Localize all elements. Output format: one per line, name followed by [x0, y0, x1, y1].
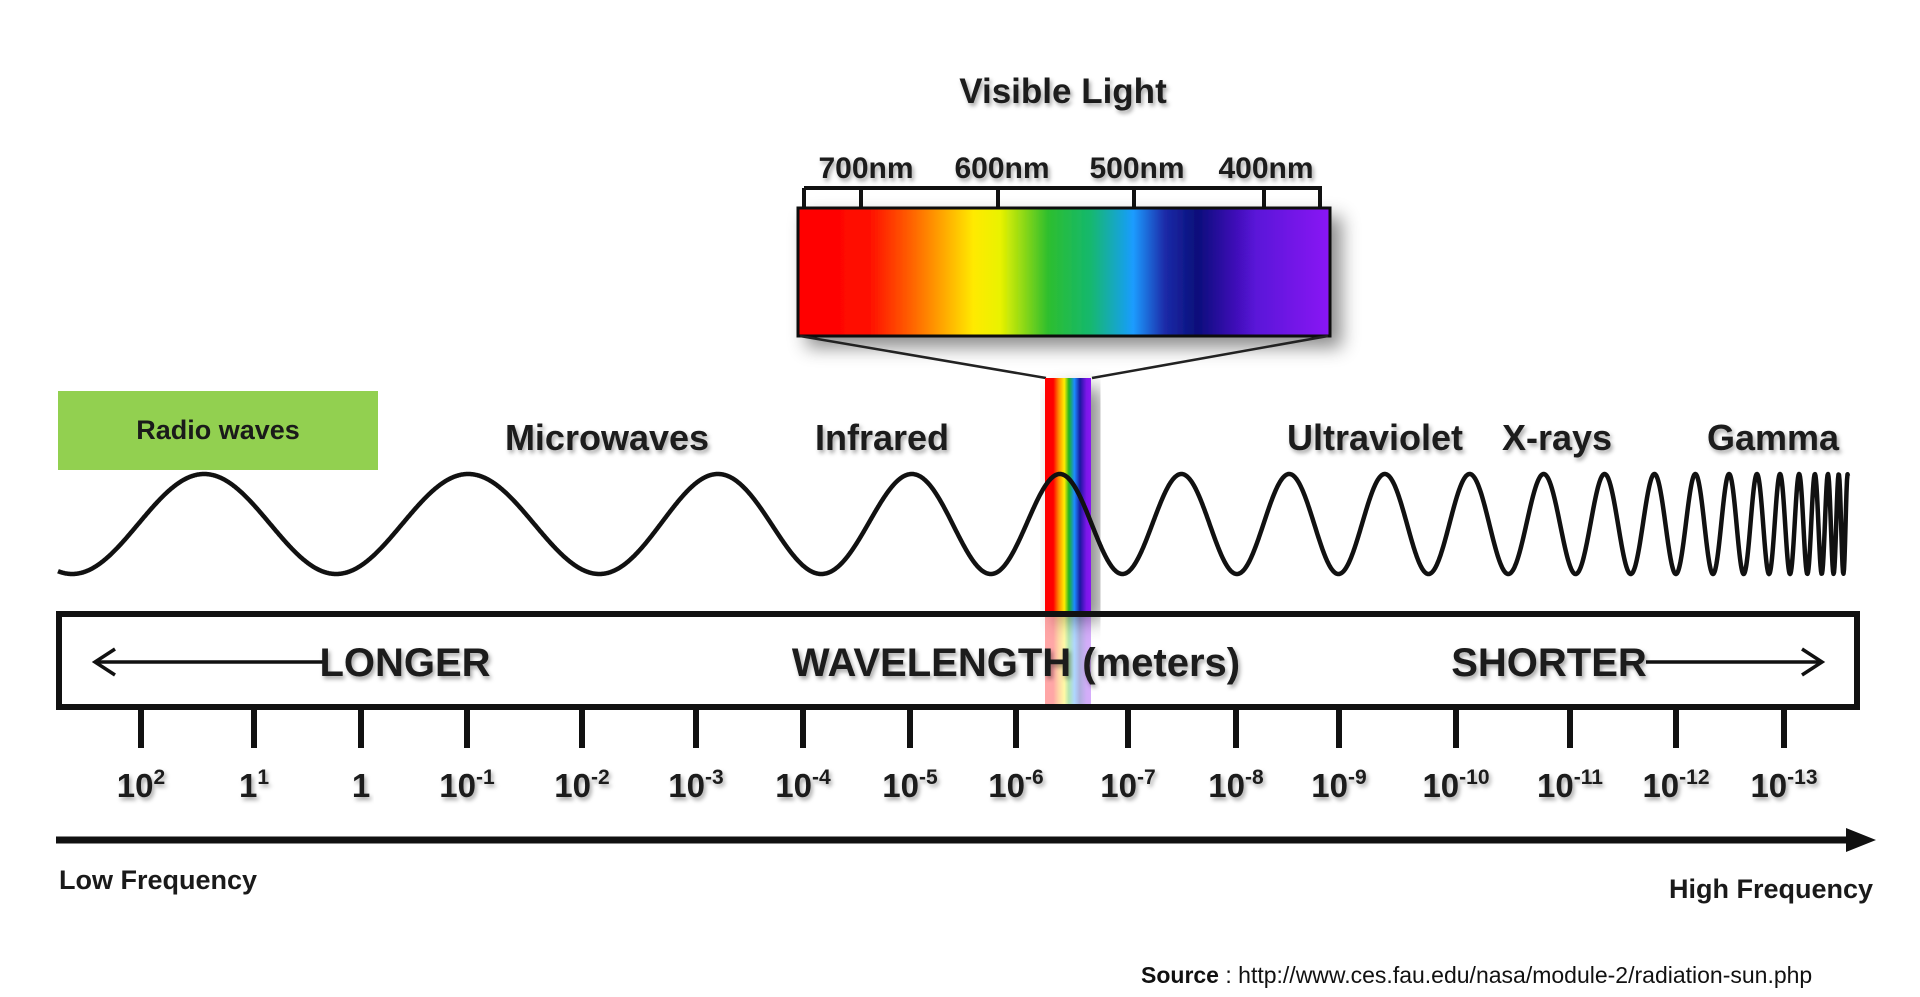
scale-label-exponent: -3: [705, 766, 724, 789]
shorter-arrow: [1646, 647, 1826, 677]
scale-label: 10-7: [1100, 766, 1155, 804]
nm-label-700: 700nm: [818, 152, 913, 185]
scale-label: 10-13: [1750, 766, 1817, 804]
scale-label-base: 10: [775, 767, 812, 804]
scale-label-exponent: -4: [812, 766, 831, 789]
scale-label-base: 10: [554, 767, 591, 804]
scale-label: 102: [117, 766, 165, 804]
scale-label-base: 10: [117, 767, 154, 804]
scale-label: 10-4: [775, 766, 831, 804]
scale-label-base: 10: [988, 767, 1025, 804]
ultraviolet-label: Ultraviolet: [1287, 417, 1463, 458]
scale-label: 10-1: [439, 766, 495, 804]
scale-label-exponent: -7: [1137, 766, 1156, 789]
scale-label: 10-2: [554, 766, 609, 804]
scale-label-base: 10: [439, 767, 476, 804]
scale-label-base: 1: [352, 767, 370, 804]
source-label: Source: [1141, 962, 1219, 988]
visible-spectrum-box: [796, 206, 1332, 338]
electromagnetic-wave: [56, 471, 1851, 577]
source-url[interactable]: : http://www.ces.fau.edu/nasa/module-2/r…: [1219, 962, 1812, 988]
scale-label-exponent: -1: [476, 766, 495, 789]
x-rays-label: X-rays: [1502, 417, 1612, 458]
scale-label-exponent: 1: [257, 766, 269, 789]
visible-light-beam: [1045, 378, 1091, 612]
infrared-label: Infrared: [815, 417, 949, 458]
scale-label-exponent: 2: [154, 766, 166, 789]
nm-label-500: 500nm: [1089, 152, 1184, 185]
scale-label-base: 10: [1642, 767, 1679, 804]
source-citation: Source : http://www.ces.fau.edu/nasa/mod…: [1141, 962, 1812, 988]
scale-label: 10-3: [668, 766, 723, 804]
visible-nm-scale: [802, 186, 1322, 208]
scale-label-exponent: -10: [1459, 766, 1489, 789]
microwaves-label: Microwaves: [505, 417, 709, 458]
scale-label: 10-12: [1642, 766, 1709, 804]
visible-light-title: Visible Light: [959, 72, 1167, 111]
scale-label-base: 10: [1311, 767, 1348, 804]
wavelength-bar: [56, 611, 1860, 710]
scale-label: 10-8: [1208, 766, 1264, 804]
radio-waves-label: Radio waves: [136, 415, 300, 445]
spectrum-funnel: [799, 334, 1329, 380]
scale-label: 10-9: [1311, 766, 1366, 804]
scale-label-exponent: -8: [1245, 766, 1264, 789]
scale-label: 10-11: [1537, 766, 1603, 804]
scale-label-base: 10: [1100, 767, 1137, 804]
low-frequency-label: Low Frequency: [59, 865, 257, 895]
visible-light-beam-fade: [1045, 612, 1091, 704]
scale-label-base: 10: [1537, 767, 1574, 804]
longer-label: LONGER: [319, 641, 490, 685]
scale-label-exponent: -2: [591, 766, 610, 789]
longer-arrow: [91, 647, 326, 677]
scale-label-exponent: -12: [1679, 766, 1709, 789]
radio-waves-box: [58, 391, 378, 470]
shorter-label: SHORTER: [1451, 641, 1647, 685]
scale-label-exponent: -9: [1348, 766, 1367, 789]
gamma-label: Gamma: [1707, 417, 1840, 458]
scale-label-base: 10: [1422, 767, 1459, 804]
frequency-arrow: [56, 828, 1876, 852]
scale-label-base: 10: [1208, 767, 1245, 804]
scale-label: 10-5: [882, 766, 938, 804]
scale-label-exponent: -11: [1574, 766, 1604, 789]
scale-label: 10-10: [1422, 766, 1489, 804]
scale-label-exponent: -5: [919, 766, 938, 789]
wavelength-title: WAVELENGTH (meters): [792, 641, 1240, 685]
scale-label: 1: [352, 767, 370, 804]
scale-label-exponent: -6: [1025, 766, 1044, 789]
wavelength-scale: 102 11 1 10-1 10-2 10-3 10-4 10-5 10-6 10-7 10-8 10…: [117, 707, 1818, 804]
scale-label-base: 10: [668, 767, 705, 804]
scale-label: 10-6: [988, 766, 1043, 804]
scale-label-base: 1: [239, 767, 257, 804]
scale-label-base: 10: [1750, 767, 1787, 804]
nm-label-400: 400nm: [1218, 152, 1313, 185]
high-frequency-label: High Frequency: [1669, 874, 1873, 904]
scale-label: 11: [239, 766, 269, 804]
scale-label-exponent: -13: [1787, 766, 1817, 789]
scale-label-base: 10: [882, 767, 919, 804]
nm-label-600: 600nm: [954, 152, 1049, 185]
